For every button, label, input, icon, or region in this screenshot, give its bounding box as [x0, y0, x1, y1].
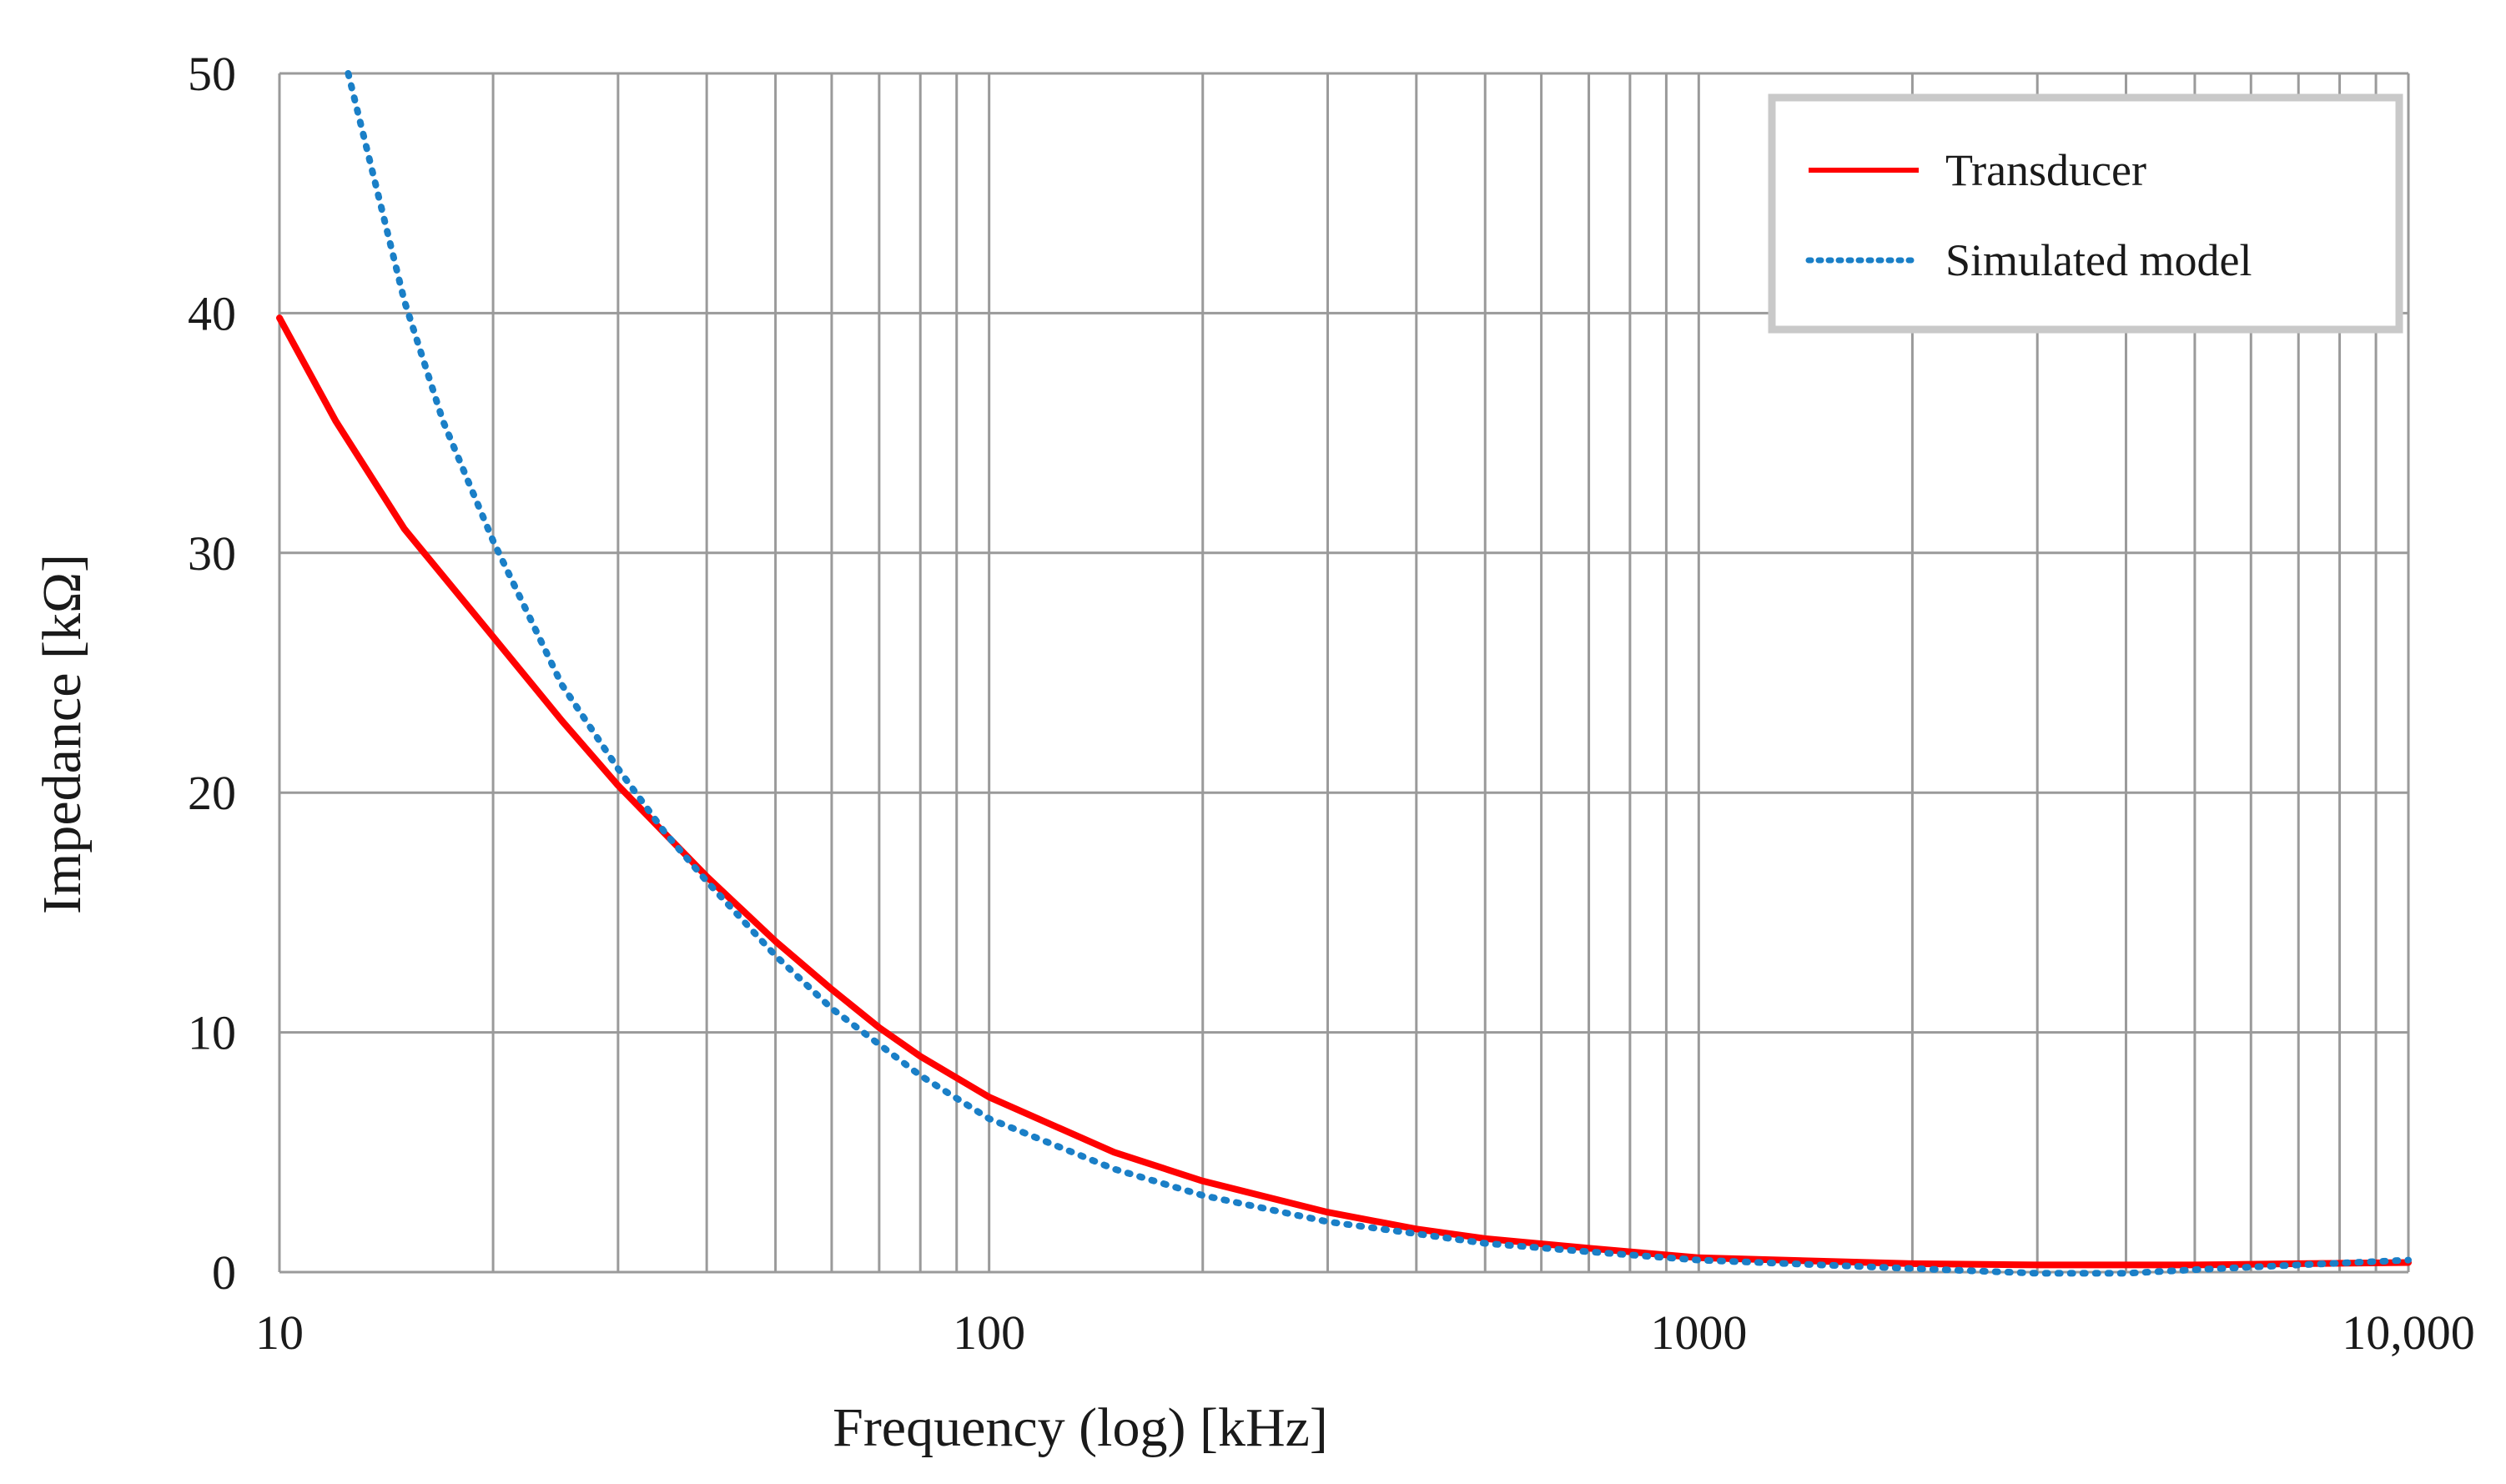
y-axis-title: Impedance [kΩ] — [32, 554, 93, 914]
legend-label-transducer: Transducer — [1945, 145, 2146, 195]
y-tick-label: 0 — [212, 1245, 236, 1300]
legend: Transducer Simulated model — [1768, 93, 2403, 334]
x-tick-label: 10,000 — [2342, 1305, 2475, 1360]
x-tick-label: 100 — [953, 1305, 1025, 1360]
gridlines — [278, 72, 2410, 1274]
series-line-transducer — [276, 314, 2412, 1269]
tick-labels: 0 10 20 30 40 50 10 100 1000 10,000 — [188, 47, 2475, 1360]
y-tick-label: 20 — [188, 766, 236, 820]
y-tick-label: 50 — [188, 47, 236, 101]
series-lines — [276, 70, 2412, 1277]
legend-box — [1768, 93, 2403, 334]
y-tick-label: 30 — [188, 526, 236, 581]
y-tick-label: 10 — [188, 1006, 236, 1060]
legend-label-simulated-model: Simulated model — [1945, 235, 2252, 285]
x-tick-label: 1000 — [1650, 1305, 1747, 1360]
y-tick-label: 40 — [188, 286, 236, 340]
series-line-simulated-model — [345, 70, 2412, 1277]
x-tick-label: 10 — [255, 1305, 304, 1360]
x-axis-title: Frequency (log) [kHz] — [833, 1397, 1328, 1458]
